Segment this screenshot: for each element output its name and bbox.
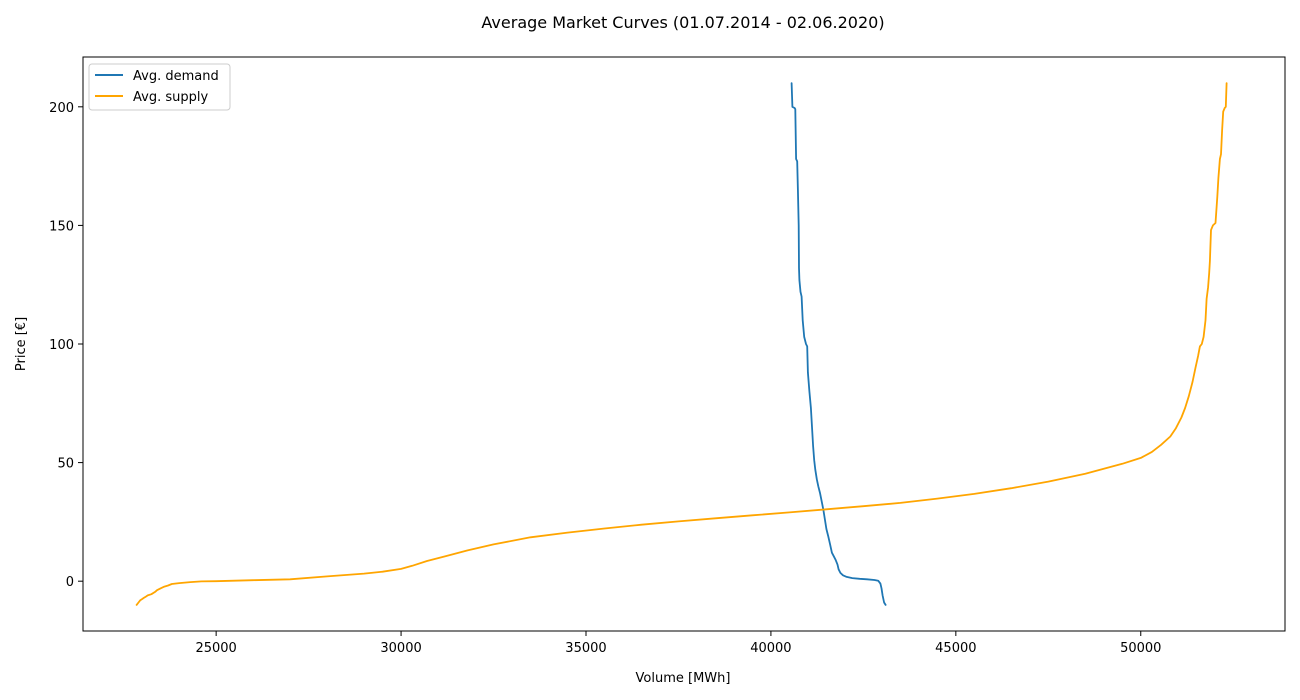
y-tick-label: 50 — [57, 457, 74, 472]
series-lines — [135, 82, 1228, 606]
series-line-supply — [135, 82, 1228, 606]
legend-box — [88, 63, 231, 111]
y-tick-label: 0 — [66, 575, 74, 590]
y-tick-label: 100 — [49, 338, 74, 353]
y-axis-ticks: 0 50 100 150 200 — [49, 101, 83, 590]
chart-title: Average Market Curves (01.07.2014 - 02.0… — [481, 13, 884, 32]
legend-label: Avg. demand — [133, 69, 219, 84]
x-tick-label: 45000 — [935, 641, 976, 656]
legend-label: Avg. supply — [133, 90, 208, 105]
y-tick-label: 200 — [49, 101, 74, 116]
y-tick-label: 150 — [49, 219, 74, 234]
x-axis-ticks: 25000 30000 35000 40000 45000 50000 — [195, 631, 1161, 656]
x-axis-label: Volume [MWh] — [636, 671, 731, 686]
x-tick-label: 35000 — [565, 641, 606, 656]
y-axis-label: Price [€] — [14, 317, 29, 371]
plot-area-frame — [82, 56, 1286, 632]
x-tick-label: 30000 — [380, 641, 421, 656]
series-line-demand — [790, 82, 887, 606]
x-tick-label: 50000 — [1120, 641, 1161, 656]
legend: Avg. demand Avg. supply — [88, 63, 231, 111]
x-tick-label: 25000 — [195, 641, 236, 656]
x-tick-label: 40000 — [750, 641, 791, 656]
